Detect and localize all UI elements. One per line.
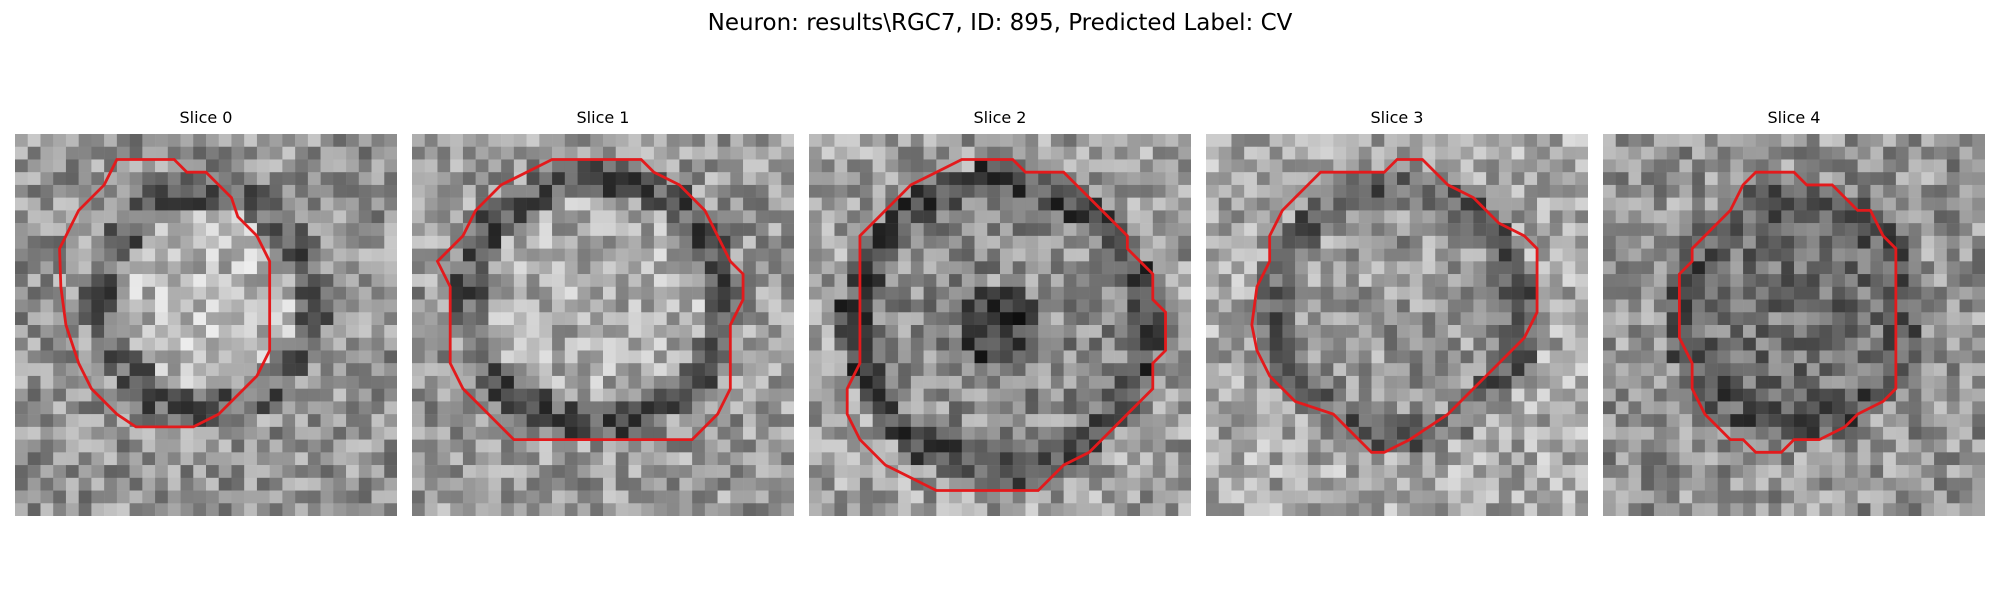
slice-panel-2: Slice 2 xyxy=(809,108,1191,516)
grayscale-pixels xyxy=(412,134,794,516)
slice-image-3 xyxy=(1206,134,1588,516)
slice-image-1 xyxy=(412,134,794,516)
slice-title-3: Slice 3 xyxy=(1370,108,1424,127)
grayscale-pixels xyxy=(1206,134,1588,516)
cell-outline xyxy=(845,158,1167,492)
slice-panel-1: Slice 1 xyxy=(412,108,794,516)
slice-panel-3: Slice 3 xyxy=(1206,108,1588,516)
grayscale-pixels xyxy=(1603,134,1985,516)
cell-outline xyxy=(435,158,745,442)
slice-panel-4: Slice 4 xyxy=(1603,108,1985,516)
cell-outline xyxy=(1250,158,1539,454)
slice-panel-0: Slice 0 xyxy=(15,108,397,516)
slice-title-1: Slice 1 xyxy=(576,108,630,127)
cell-outline xyxy=(58,158,272,429)
slice-title-0: Slice 0 xyxy=(179,108,233,127)
grayscale-pixels xyxy=(809,134,1191,516)
cell-outline xyxy=(1677,170,1898,454)
slice-title-2: Slice 2 xyxy=(973,108,1027,127)
slice-image-4 xyxy=(1603,134,1985,516)
figure-title: Neuron: results\RGC7, ID: 895, Predicted… xyxy=(707,10,1293,36)
slice-image-0 xyxy=(15,134,397,516)
slice-image-2 xyxy=(809,134,1191,516)
grayscale-pixels xyxy=(15,134,397,516)
slice-title-4: Slice 4 xyxy=(1767,108,1821,127)
